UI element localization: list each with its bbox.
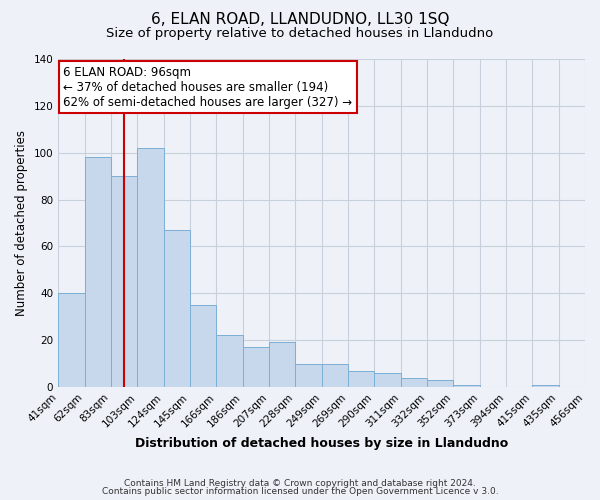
- Bar: [190, 305, 216, 387]
- Bar: [111, 176, 137, 387]
- Bar: [242, 347, 269, 387]
- Bar: [137, 148, 164, 387]
- Bar: [164, 230, 190, 387]
- Bar: [295, 364, 322, 387]
- Text: Contains public sector information licensed under the Open Government Licence v : Contains public sector information licen…: [101, 487, 499, 496]
- Text: 6, ELAN ROAD, LLANDUDNO, LL30 1SQ: 6, ELAN ROAD, LLANDUDNO, LL30 1SQ: [151, 12, 449, 28]
- Bar: [58, 293, 85, 387]
- Bar: [374, 373, 401, 387]
- Text: Contains HM Land Registry data © Crown copyright and database right 2024.: Contains HM Land Registry data © Crown c…: [124, 478, 476, 488]
- Bar: [348, 370, 374, 387]
- Bar: [401, 378, 427, 387]
- Bar: [216, 336, 242, 387]
- Text: 6 ELAN ROAD: 96sqm
← 37% of detached houses are smaller (194)
62% of semi-detach: 6 ELAN ROAD: 96sqm ← 37% of detached hou…: [64, 66, 353, 108]
- Bar: [532, 384, 559, 387]
- Bar: [427, 380, 453, 387]
- Text: Size of property relative to detached houses in Llandudno: Size of property relative to detached ho…: [106, 28, 494, 40]
- Bar: [85, 158, 111, 387]
- Bar: [453, 384, 479, 387]
- Y-axis label: Number of detached properties: Number of detached properties: [15, 130, 28, 316]
- Bar: [322, 364, 348, 387]
- Bar: [269, 342, 295, 387]
- X-axis label: Distribution of detached houses by size in Llandudno: Distribution of detached houses by size …: [135, 437, 508, 450]
